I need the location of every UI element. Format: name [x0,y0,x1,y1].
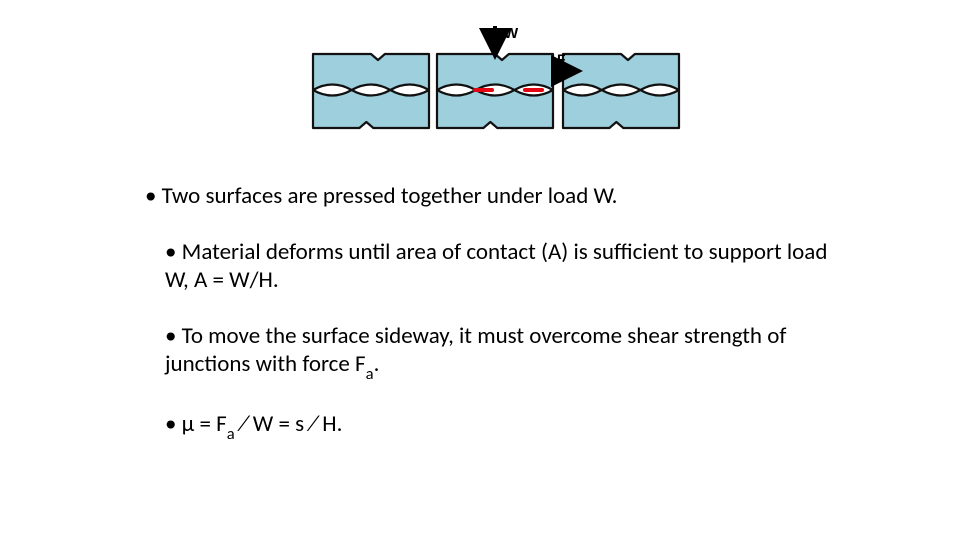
asperity-block [437,54,553,128]
asperity-diagram: W F [305,24,695,134]
bullet-1: • Two surfaces are pressed together unde… [145,182,835,210]
slide: W F • Two surfaces are pressed together … [0,0,960,540]
label-W: W [504,25,519,42]
bullet-list: • Two surfaces are pressed together unde… [145,182,835,442]
bullet-4-pre: • μ = F [165,410,227,438]
asperity-block [563,54,679,128]
bullet-4-mid: ∕ W = s ∕ H. [235,410,343,438]
bullet-3-sub: a [366,364,374,384]
label-F: F [557,51,566,67]
bullet-2: • Material deforms until area of contact… [165,238,835,294]
bullet-3-tail: . [374,350,380,378]
bullet-3: • To move the surface sideway, it must o… [165,322,835,382]
bullet-4-sub1: a [227,424,235,444]
arrow-W: W [495,25,519,48]
bullet-4: • μ = Fa ∕ W = s ∕ H. [165,410,835,442]
bullet-3-text: • To move the surface sideway, it must o… [165,322,786,378]
asperity-block [313,54,429,128]
